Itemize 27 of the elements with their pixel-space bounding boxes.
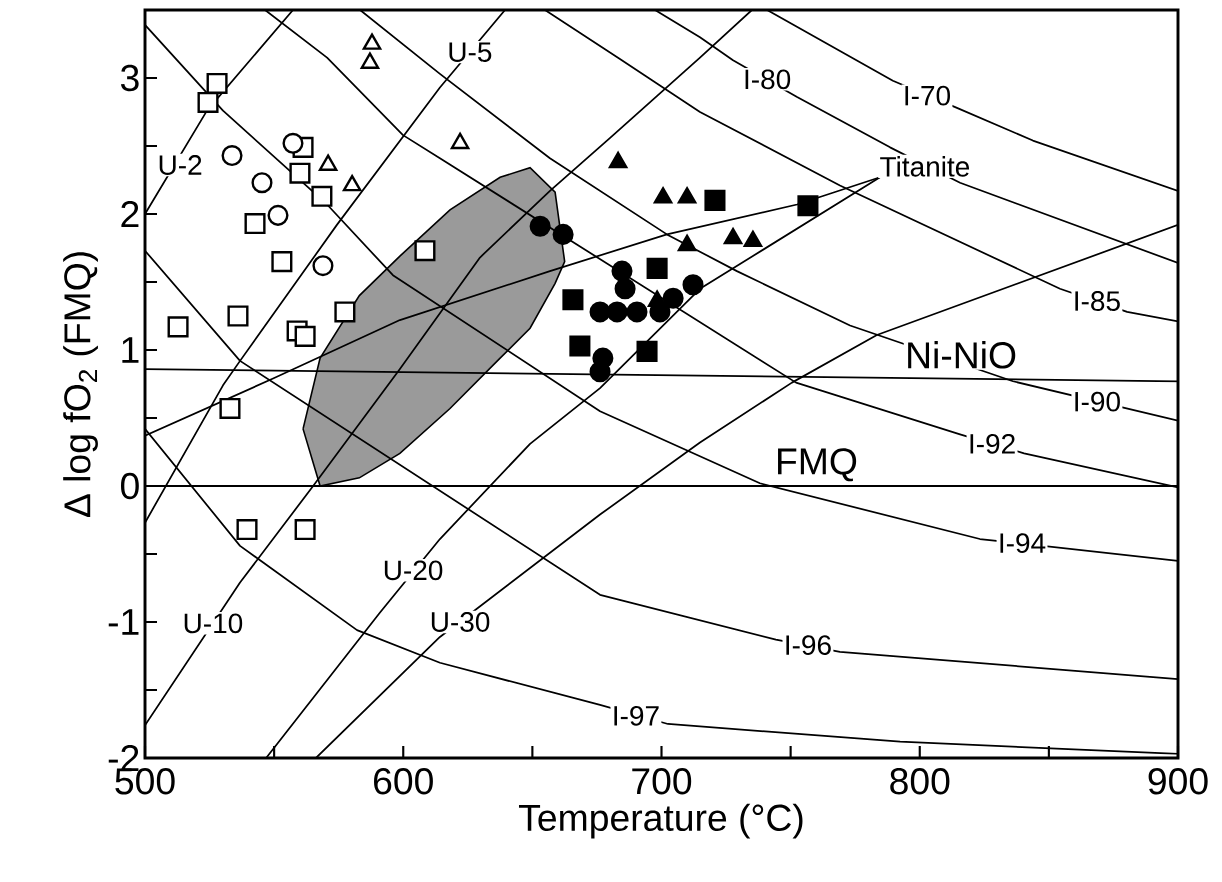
annotation: I-92: [970, 433, 1015, 454]
annotation: U-5: [449, 42, 492, 62]
annotation: U-30: [431, 612, 490, 632]
y-tick-label: 3: [120, 64, 139, 92]
annotation: I-70: [905, 85, 950, 106]
y-tick-label: 1: [122, 337, 139, 363]
y-tick-label: -1: [108, 609, 139, 635]
annotation: I-85: [1075, 291, 1120, 311]
y-axis-title: Δ log fO$_{2}$ (FMQ): [63, 252, 98, 518]
x-tick-label: 800: [890, 768, 950, 795]
annotation: I-97: [614, 705, 659, 726]
ref-line-label: FMQ: [778, 448, 857, 482]
annotation: I-80: [745, 69, 791, 90]
y-tick-label: 2: [121, 200, 139, 228]
annotation: Titanite: [880, 156, 970, 177]
x-tick-label: 600: [374, 768, 433, 795]
x-tick-label: 700: [632, 768, 692, 795]
series-label: Ni-NiO: [908, 341, 1016, 369]
annotation: I-96: [786, 635, 831, 656]
x-axis-title: Temperature (°C): [518, 803, 803, 839]
x-tick-label: 900: [1148, 768, 1208, 795]
annotation: I-90: [1075, 391, 1120, 412]
annotation: U-10: [184, 613, 243, 634]
annotation: I-94: [1000, 533, 1046, 554]
y-tick-label: 0: [121, 472, 139, 500]
annotation: U-2: [159, 155, 202, 175]
annotation: U-20: [384, 560, 443, 581]
